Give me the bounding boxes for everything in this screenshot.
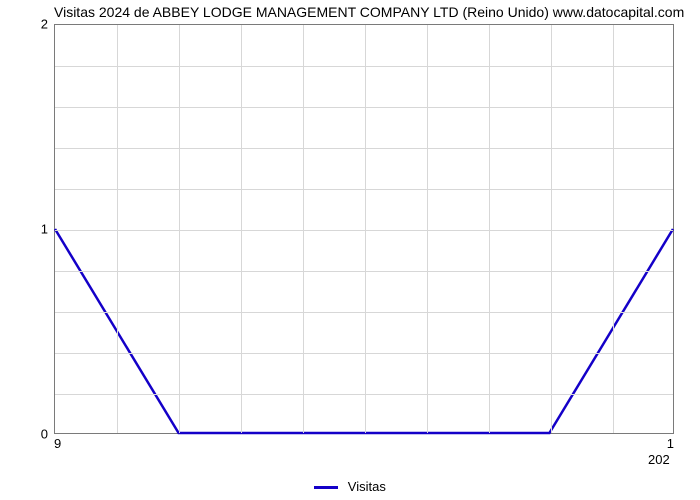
plot-area (54, 24, 674, 434)
gridline-h-minor (55, 148, 673, 149)
y-tick-label: 0 (28, 427, 48, 442)
chart-title: Visitas 2024 de ABBEY LODGE MANAGEMENT C… (54, 4, 684, 20)
gridline-h-minor (55, 107, 673, 108)
x-tick-right: 1 (667, 436, 674, 451)
gridline-v (551, 25, 552, 433)
y-tick-label: 2 (28, 17, 48, 32)
gridline-h-minor (55, 66, 673, 67)
gridline-v (179, 25, 180, 433)
gridline-v (241, 25, 242, 433)
gridline-v (427, 25, 428, 433)
x-tick-secondary: 202 (648, 452, 670, 467)
chart-container: Visitas 2024 de ABBEY LODGE MANAGEMENT C… (0, 0, 700, 500)
gridline-h-minor (55, 394, 673, 395)
gridline-h (55, 230, 673, 231)
legend-label: Visitas (348, 479, 386, 494)
series-line (55, 229, 673, 433)
gridline-v (489, 25, 490, 433)
legend: Visitas (0, 479, 700, 494)
gridline-v (117, 25, 118, 433)
gridline-v (613, 25, 614, 433)
gridline-h-minor (55, 353, 673, 354)
line-series (55, 25, 673, 433)
gridline-v (303, 25, 304, 433)
y-tick-label: 1 (28, 222, 48, 237)
x-tick-left: 9 (54, 436, 61, 451)
gridline-v (365, 25, 366, 433)
legend-swatch (314, 486, 338, 489)
gridline-h-minor (55, 312, 673, 313)
gridline-h-minor (55, 271, 673, 272)
gridline-h-minor (55, 189, 673, 190)
